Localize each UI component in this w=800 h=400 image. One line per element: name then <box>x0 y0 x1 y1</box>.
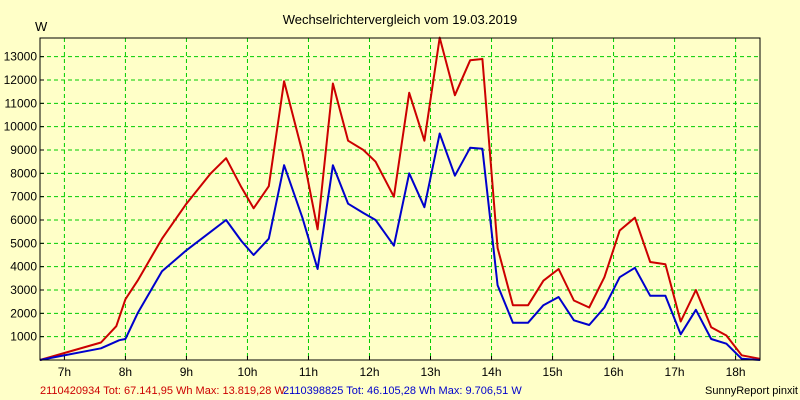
x-tick-label: 16h <box>604 365 624 379</box>
credit-text: SunnyReport pinxit <box>705 385 798 397</box>
x-tick-label: 15h <box>543 365 563 379</box>
x-tick-label: 11h <box>299 365 318 379</box>
y-tick-label: 3000 <box>10 283 37 297</box>
x-axis-ticks: 7h 8h 9h 10h 11h 12h 13h 14h 15h 16h 17h 18h <box>58 356 746 379</box>
chart-title: Wechselrichtervergleich vom 19.03.2019 <box>283 12 518 27</box>
series-line-2 <box>39 132 761 361</box>
x-tick-label: 8h <box>119 365 132 379</box>
x-tick-label: 13h <box>420 365 440 379</box>
plot-area-frame <box>39 37 761 361</box>
series-line-1 <box>39 36 761 361</box>
y-tick-label: 4000 <box>10 260 37 274</box>
y-tick-label: 5000 <box>10 236 37 250</box>
x-tick-label: 14h <box>482 365 502 379</box>
y-tick-label: 2000 <box>10 306 37 320</box>
y-tick-label: 11000 <box>5 96 38 110</box>
y-tick-label: 13000 <box>4 50 38 64</box>
legend-series-2: 2110398825 Tot: 46.105,28 Wh Max: 9.706,… <box>283 385 522 397</box>
x-tick-label: 17h <box>665 365 685 379</box>
y-tick-label: 9000 <box>10 143 37 157</box>
y-tick-label: 1000 <box>10 330 37 344</box>
y-tick-label: 10000 <box>4 120 38 134</box>
y-axis-unit-label: W <box>35 19 48 34</box>
x-tick-label: 18h <box>726 365 746 379</box>
legend-series-1: 2110420934 Tot: 67.141,95 Wh Max: 13.819… <box>40 385 285 397</box>
y-axis-ticks: 1000 2000 3000 4000 5000 6000 7000 8000 9000 1000… <box>4 50 44 344</box>
y-tick-label: 7000 <box>10 190 37 204</box>
x-tick-label: 12h <box>359 365 379 379</box>
y-tick-label: 6000 <box>10 213 37 227</box>
x-tick-label: 7h <box>58 365 71 379</box>
series-lines <box>39 36 761 361</box>
x-tick-label: 10h <box>237 365 257 379</box>
x-tick-label: 9h <box>180 365 193 379</box>
y-tick-label: 8000 <box>10 166 37 180</box>
y-tick-label: 12000 <box>4 73 38 87</box>
